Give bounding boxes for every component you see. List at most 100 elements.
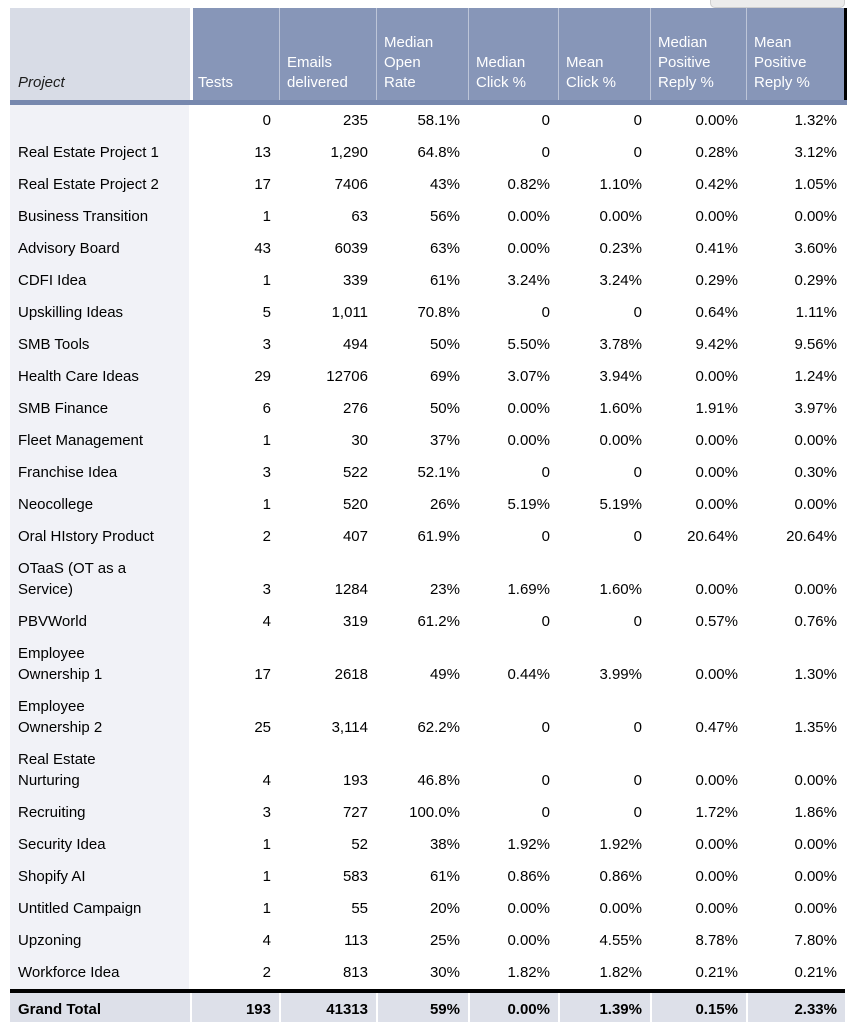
value-cell: 583 <box>279 861 376 893</box>
value-cell: 63 <box>279 201 376 233</box>
table-header: Project Tests Emails delivered Median Open … <box>10 8 847 105</box>
value-cell: 0 <box>558 691 650 744</box>
project-cell: Real Estate Nurturing <box>10 744 192 797</box>
value-cell: 0 <box>558 102 650 137</box>
project-cell: SMB Finance <box>10 393 192 425</box>
value-cell: 9.42% <box>650 329 746 361</box>
grand-total-value: 1.39% <box>558 989 650 1022</box>
table-row: Upzoning 4 113 25% 0.00% 4.55% 8.78% 7.80% <box>10 925 845 957</box>
value-cell: 0 <box>558 521 650 553</box>
value-cell: 49% <box>376 638 468 691</box>
value-cell: 0.00% <box>468 893 558 925</box>
value-cell: 1 <box>190 265 279 297</box>
value-cell: 0.00% <box>650 489 746 521</box>
project-cell: Recruiting <box>10 797 192 829</box>
table-row: Oral HIstory Product 2 407 61.9% 0 0 20.64% 20.… <box>10 521 845 553</box>
value-cell: 727 <box>279 797 376 829</box>
value-cell: 0.00% <box>650 861 746 893</box>
table-row: Business Transition 1 63 56% 0.00% 0.00% 0.00%… <box>10 201 845 233</box>
value-cell: 1284 <box>279 553 376 606</box>
value-cell: 25% <box>376 925 468 957</box>
value-cell: 3.97% <box>746 393 845 425</box>
value-cell: 0.00% <box>746 744 845 797</box>
value-cell: 1.69% <box>468 553 558 606</box>
table-row: Health Care Ideas 29 12706 69% 3.07% 3.94% 0.0… <box>10 361 845 393</box>
value-cell: 0 <box>468 297 558 329</box>
value-cell: 0 <box>558 137 650 169</box>
grand-total-label: Grand Total <box>10 989 190 1022</box>
value-cell: 407 <box>279 521 376 553</box>
table-row: Employee Ownership 2 25 3,114 62.2% 0 0 0.47% 1… <box>10 691 845 744</box>
grand-total-value: 2.33% <box>746 989 845 1022</box>
value-cell: 0.00% <box>558 893 650 925</box>
value-cell: 0 <box>468 102 558 137</box>
value-cell: 29 <box>190 361 279 393</box>
value-cell: 12706 <box>279 361 376 393</box>
value-cell: 0.41% <box>650 233 746 265</box>
value-cell: 193 <box>279 744 376 797</box>
value-cell: 0.00% <box>746 861 845 893</box>
value-cell: 1.60% <box>558 393 650 425</box>
value-cell: 0 <box>468 457 558 489</box>
value-cell: 50% <box>376 329 468 361</box>
value-cell: 3 <box>190 457 279 489</box>
value-cell: 0.00% <box>746 425 845 457</box>
value-cell: 5 <box>190 297 279 329</box>
table-row: OTaaS (OT as a Service) 3 1284 23% 1.69% 1.60… <box>10 553 845 606</box>
value-cell: 0 <box>468 521 558 553</box>
value-cell: 0.00% <box>650 361 746 393</box>
value-cell: 0.00% <box>468 201 558 233</box>
value-cell: 0.00% <box>650 457 746 489</box>
value-cell: 3,114 <box>279 691 376 744</box>
cutoff-toolbar-button[interactable] <box>710 0 845 8</box>
value-cell: 3.99% <box>558 638 650 691</box>
value-cell: 1 <box>190 425 279 457</box>
value-cell: 1.82% <box>468 957 558 991</box>
value-cell: 1.30% <box>746 638 845 691</box>
project-cell <box>10 102 192 137</box>
pivot-table: Project Tests Emails delivered Median Open … <box>10 8 847 1022</box>
value-cell: 3.78% <box>558 329 650 361</box>
value-cell: 5.50% <box>468 329 558 361</box>
value-cell: 23% <box>376 553 468 606</box>
value-cell: 55 <box>279 893 376 925</box>
value-cell: 0.21% <box>650 957 746 991</box>
value-cell: 8.78% <box>650 925 746 957</box>
value-cell: 0.86% <box>468 861 558 893</box>
value-cell: 3 <box>190 797 279 829</box>
header-row: Project Tests Emails delivered Median Open … <box>10 8 847 105</box>
value-cell: 100.0% <box>376 797 468 829</box>
value-cell: 3 <box>190 329 279 361</box>
table-row: Franchise Idea 3 522 52.1% 0 0 0.00% 0.30% <box>10 457 845 489</box>
value-cell: 61.9% <box>376 521 468 553</box>
value-cell: 0.82% <box>468 169 558 201</box>
column-header-mean-click: Mean Click % <box>558 8 650 105</box>
value-cell: 61% <box>376 265 468 297</box>
value-cell: 0.57% <box>650 606 746 638</box>
value-cell: 494 <box>279 329 376 361</box>
value-cell: 9.56% <box>746 329 845 361</box>
project-cell: SMB Tools <box>10 329 192 361</box>
value-cell: 0.47% <box>650 691 746 744</box>
value-cell: 1.86% <box>746 797 845 829</box>
value-cell: 0 <box>190 102 279 137</box>
value-cell: 26% <box>376 489 468 521</box>
value-cell: 0 <box>468 691 558 744</box>
table-row: Shopify AI 1 583 61% 0.86% 0.86% 0.00% 0.00% <box>10 861 845 893</box>
value-cell: 37% <box>376 425 468 457</box>
value-cell: 813 <box>279 957 376 991</box>
value-cell: 1.82% <box>558 957 650 991</box>
value-cell: 3 <box>190 553 279 606</box>
grand-total-value: 41313 <box>279 989 376 1022</box>
table-row: Fleet Management 1 30 37% 0.00% 0.00% 0.00% 0.0… <box>10 425 845 457</box>
table-row: Neocollege 1 520 26% 5.19% 5.19% 0.00% 0.00% <box>10 489 845 521</box>
value-cell: 0.42% <box>650 169 746 201</box>
value-cell: 1.91% <box>650 393 746 425</box>
value-cell: 17 <box>190 638 279 691</box>
column-header-emails-delivered: Emails delivered <box>279 8 376 105</box>
project-cell: Real Estate Project 1 <box>10 137 192 169</box>
value-cell: 0.00% <box>650 893 746 925</box>
table-row: SMB Tools 3 494 50% 5.50% 3.78% 9.42% 9.56% <box>10 329 845 361</box>
value-cell: 43 <box>190 233 279 265</box>
value-cell: 2618 <box>279 638 376 691</box>
